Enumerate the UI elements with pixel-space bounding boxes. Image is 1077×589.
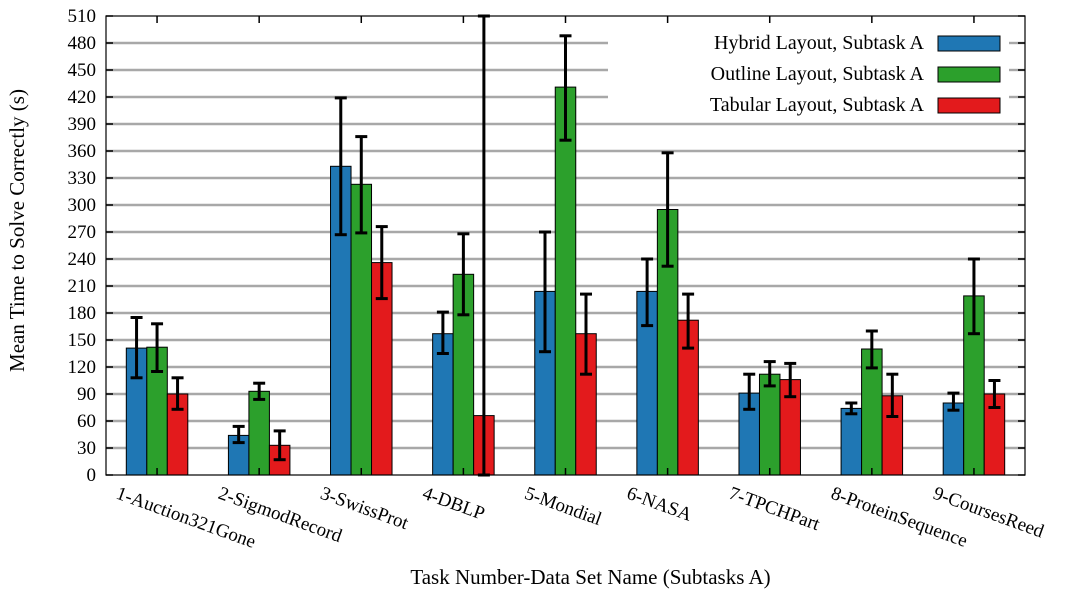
legend: Hybrid Layout, Subtask A Outline Layout, … (710, 32, 1001, 116)
y-tick-label: 390 (68, 114, 97, 135)
legend-swatch (937, 66, 1001, 83)
y-tick-label: 210 (68, 276, 97, 297)
y-tick-label: 30 (77, 438, 96, 459)
y-tick-label: 300 (68, 195, 97, 216)
bar (554, 86, 577, 476)
y-axis-title: Mean Time to Solve Correctly (s) (5, 89, 29, 372)
legend-label: Hybrid Layout, Subtask A (714, 32, 925, 54)
y-tick-label: 480 (68, 33, 97, 54)
legend-label: Tabular Layout, Subtask A (710, 94, 925, 116)
y-tick-label: 420 (68, 87, 97, 108)
x-tick-label: 4-DBLP (420, 483, 488, 525)
y-tick-label: 240 (68, 249, 97, 270)
y-tick-label: 360 (68, 141, 97, 162)
legend-swatch (937, 97, 1001, 114)
y-tick-label: 450 (68, 60, 97, 81)
y-tick-label: 270 (68, 222, 97, 243)
bar (942, 402, 965, 476)
bar (758, 373, 781, 476)
y-tick-label: 150 (68, 330, 97, 351)
y-tick-label: 60 (77, 411, 96, 432)
x-tick-label: 7-TPCHPart (726, 483, 823, 535)
bars (125, 86, 1006, 476)
y-tick-label: 90 (77, 384, 96, 405)
y-tick-label: 330 (68, 168, 97, 189)
bar (248, 390, 270, 476)
x-tick-label: 5-Mondial (522, 483, 605, 530)
y-tick-label: 180 (68, 303, 97, 324)
x-tick-label: 6-NASA (624, 483, 695, 526)
y-tick-label: 510 (68, 6, 97, 27)
y-axis-ticks: 0 30 60 90 120 150 180 210 240 270 300 330 360 390 420… (68, 6, 1025, 486)
x-axis-title: Task Number-Data Set Name (Subtasks A) (410, 565, 770, 589)
y-tick-label: 120 (68, 357, 97, 378)
legend-label: Outline Layout, Subtask A (711, 63, 925, 85)
legend-swatch (937, 35, 1001, 52)
y-tick-label: 0 (87, 465, 97, 486)
bar (840, 407, 863, 476)
